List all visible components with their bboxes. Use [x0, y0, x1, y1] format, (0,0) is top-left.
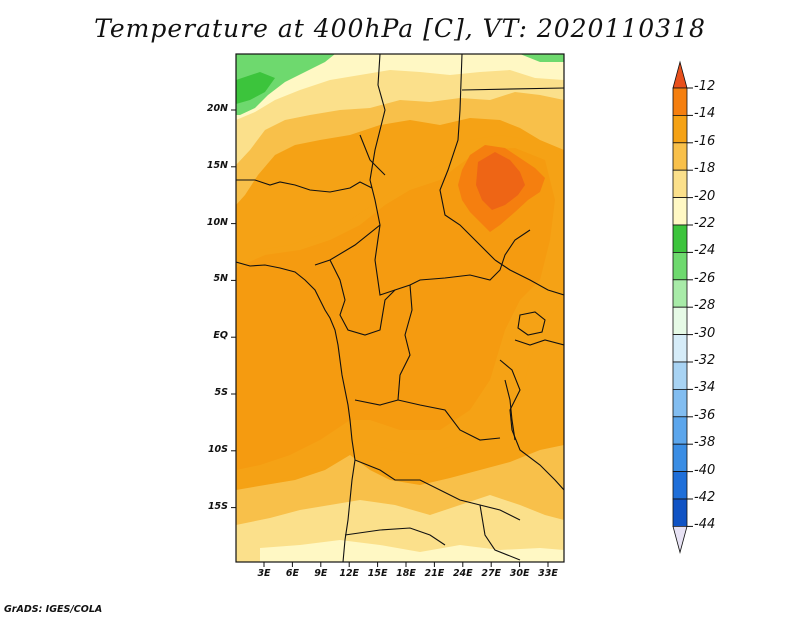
lon-label: 27E — [481, 568, 502, 579]
lat-label: 10S — [207, 443, 228, 455]
colorbar-label: -44 — [694, 517, 716, 533]
border-12 — [514, 339, 564, 346]
colorbar-swatch — [672, 334, 688, 363]
border-11 — [499, 359, 564, 491]
colorbar-label: -38 — [694, 435, 716, 451]
colorbar-label: -12 — [694, 79, 716, 94]
colorbar-bottom-arrow — [672, 526, 688, 554]
lon-label: 24E — [452, 568, 473, 579]
colorbar-top-arrow — [672, 60, 688, 89]
field-green-ne — [520, 54, 564, 62]
field-north-pale — [236, 54, 564, 120]
plot-title: Temperature at 400hPa [C], VT: 202011031… — [94, 14, 706, 43]
colorbar-label: -14 — [694, 106, 716, 122]
map-frame — [235, 53, 565, 563]
border-6 — [461, 87, 564, 91]
colorbar-swatch — [672, 169, 688, 198]
colorbar-label: -16 — [694, 133, 716, 149]
colorbar-swatch — [672, 443, 688, 473]
colorbar-label: -30 — [694, 325, 716, 341]
lat-label: 15S — [207, 500, 228, 512]
colorbar-swatch — [672, 388, 688, 418]
colorbar-label: -24 — [694, 243, 716, 259]
border-2 — [236, 179, 373, 193]
colorbar-label: -18 — [694, 161, 716, 177]
colorbar-swatch — [672, 197, 688, 226]
lat-label: 20N — [206, 103, 228, 114]
colorbar-swatch — [672, 361, 688, 390]
colorbar-label: -28 — [694, 298, 716, 314]
colorbar-label: -42 — [694, 490, 716, 505]
footer-credit: GrADS: IGES/COLA — [4, 604, 103, 615]
colorbar-label: -40 — [694, 462, 716, 478]
lake-victoria — [517, 311, 546, 336]
border-13 — [479, 504, 521, 561]
lon-label: 3E — [257, 568, 271, 579]
colorbar — [672, 60, 693, 554]
border-10 — [354, 459, 521, 521]
border-3 — [329, 229, 531, 336]
lon-label: 6E — [285, 568, 299, 579]
colorbar-swatch — [672, 279, 688, 308]
colorbar-swatch — [672, 498, 688, 527]
lat-label: 5S — [214, 387, 228, 398]
lat-label: 15N — [206, 159, 228, 171]
lat-ticks — [231, 109, 236, 509]
coastline — [236, 261, 356, 562]
colorbar-swatch — [672, 224, 688, 253]
border-14 — [344, 527, 446, 546]
colorbar-label: -36 — [694, 407, 716, 423]
colorbar-label: -20 — [694, 188, 716, 204]
border-9 — [354, 399, 399, 406]
colorbar-swatch — [672, 416, 688, 445]
colorbar-swatch — [672, 251, 688, 281]
field-green — [236, 54, 335, 115]
colorbar-swatch — [672, 87, 688, 116]
field-green-dark — [236, 72, 275, 104]
temperature-field — [236, 54, 564, 562]
colorbar-label: -22 — [694, 216, 716, 231]
lon-ticks — [263, 562, 549, 567]
lon-label: 15E — [367, 568, 388, 579]
lon-label: 12E — [339, 568, 360, 579]
lon-label: 18E — [396, 568, 416, 579]
colorbar-label: -32 — [694, 353, 716, 368]
colorbar-swatch — [672, 115, 688, 144]
lon-label: 30E — [509, 568, 530, 579]
colorbar-label: -26 — [694, 270, 716, 286]
map-borders — [236, 54, 564, 562]
border-5 — [439, 54, 496, 261]
field-central-deep — [236, 148, 555, 470]
border-15 — [359, 134, 386, 176]
colorbar-swatch — [672, 471, 688, 500]
colorbar-label: -34 — [694, 380, 716, 396]
field-hotspot-core — [476, 152, 525, 210]
lat-label: 10N — [206, 216, 228, 228]
colorbar-swatch — [672, 142, 688, 171]
lat-label: EQ — [213, 330, 228, 342]
lon-label: 9E — [314, 568, 328, 579]
lat-label: 5N — [213, 273, 228, 285]
border-7 — [494, 259, 564, 296]
border-4 — [374, 224, 396, 296]
lon-label: 21E — [424, 568, 445, 579]
border-1 — [314, 54, 386, 266]
lake-tanganyika — [504, 379, 516, 441]
colorbar-swatch — [672, 306, 688, 336]
lon-label: 33E — [538, 568, 558, 579]
field-south-pale — [260, 540, 564, 562]
